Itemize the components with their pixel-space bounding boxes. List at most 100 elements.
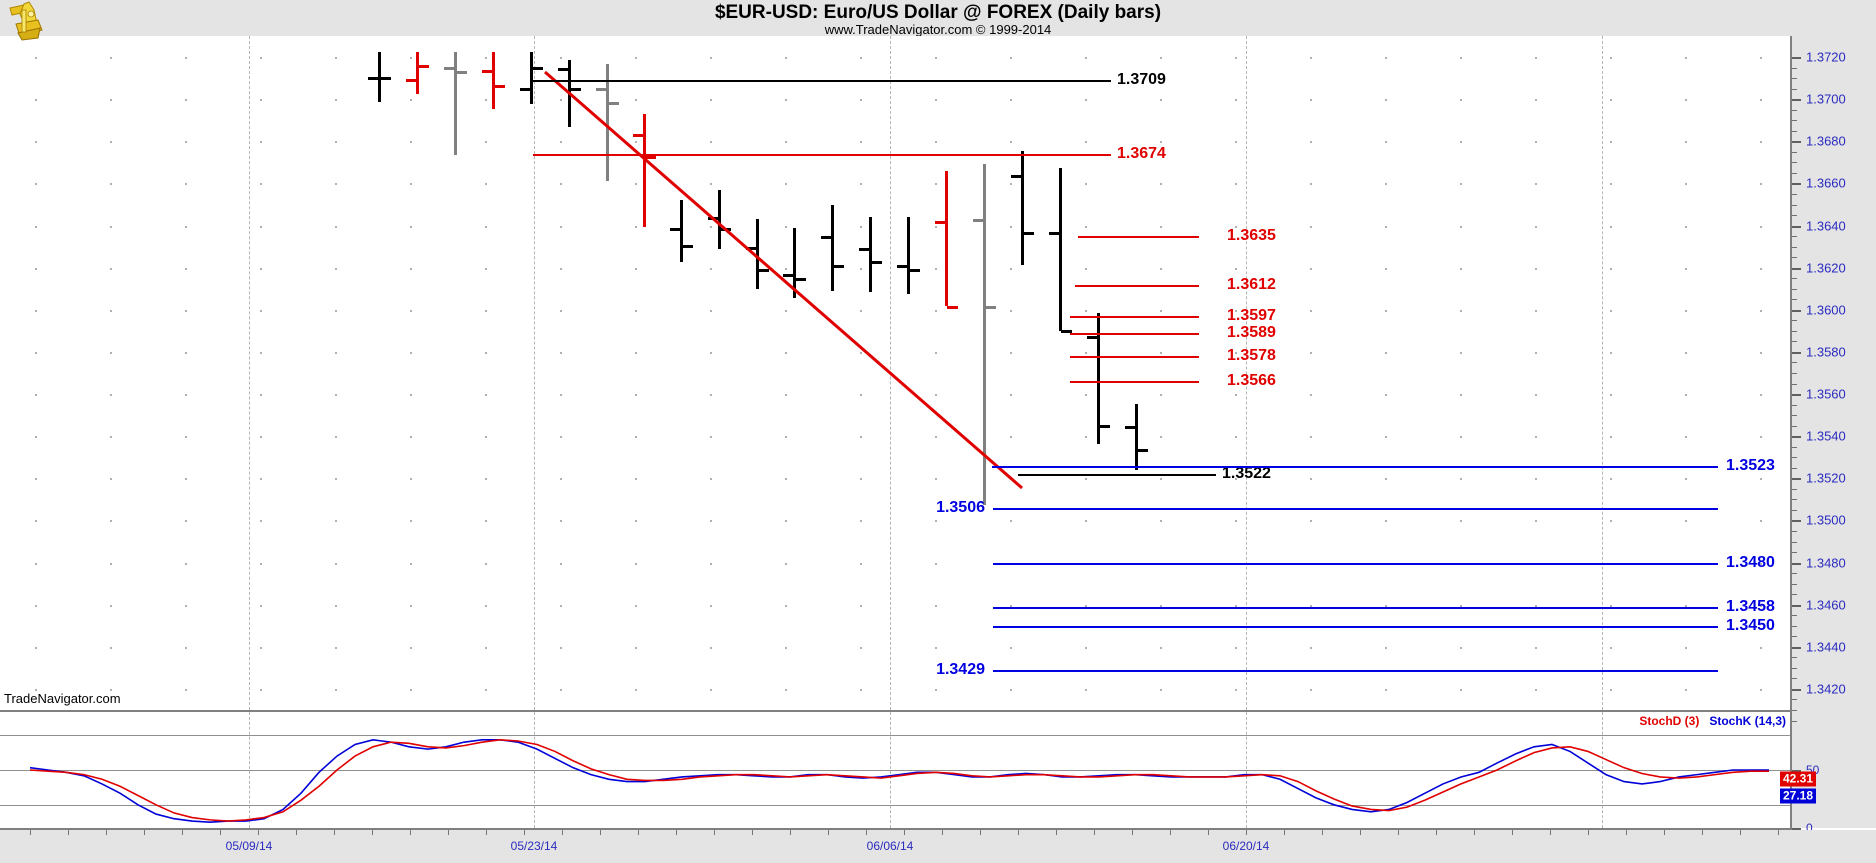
ohlc-bar-range — [530, 51, 533, 105]
level-line-resistance-1-3578[interactable] — [1070, 356, 1199, 359]
price-axis-minor-tick — [1792, 320, 1797, 322]
level-line-support-1-3429[interactable] — [993, 669, 1718, 672]
ohlc-bar-range — [869, 217, 872, 292]
ohlc-close-tick — [909, 268, 920, 272]
price-axis-minor-tick — [1792, 667, 1797, 669]
level-label-support-1-3429: 1.3429 — [936, 660, 985, 678]
level-line-support-1-3450[interactable] — [993, 625, 1718, 628]
price-axis-minor-tick — [1792, 488, 1797, 490]
date-axis-tick — [106, 830, 107, 835]
ohlc-open-tick — [1011, 175, 1022, 178]
price-axis-label: 1.3520 — [1806, 470, 1846, 486]
stochd-line — [29, 739, 1769, 822]
price-pane[interactable]: 1.3709 1.3674 1.3635 1.3612 1.3597 1.3589 1.35… — [0, 36, 1792, 712]
ohlc-bar-range — [983, 164, 986, 505]
price-axis-minor-tick — [1792, 120, 1797, 122]
grid-dot-row — [0, 520, 1792, 523]
ohlc-open-tick — [708, 217, 719, 221]
date-axis-tick — [524, 830, 525, 835]
grid-dot-row — [0, 99, 1792, 102]
date-axis-tick — [1740, 830, 1741, 835]
ohlc-close-tick — [1023, 231, 1034, 235]
grid-dot-row — [0, 478, 1792, 481]
grid-vline — [1602, 36, 1603, 710]
price-axis-minor-tick — [1792, 257, 1797, 259]
date-axis[interactable]: 05/09/14 05/23/14 06/06/14 06/20/14 — [0, 830, 1876, 863]
price-axis-minor-tick — [1792, 625, 1797, 627]
grid-vline — [890, 36, 891, 710]
ohlc-open-tick — [1125, 425, 1136, 429]
level-line-pivot-1-3709[interactable] — [532, 80, 1111, 83]
ohlc-open-tick — [1049, 231, 1060, 235]
price-axis-minor-tick — [1792, 373, 1797, 374]
price-axis-tick — [1792, 351, 1801, 354]
level-line-support-1-3458[interactable] — [993, 606, 1718, 609]
stoch-axis-label: 0 — [1806, 821, 1813, 835]
date-axis-label: 05/23/14 — [510, 839, 558, 853]
ohlc-open-tick — [633, 133, 644, 137]
price-axis[interactable]: 1.3720 1.3700 1.3680 1.3660 1.3640 1.3620 1.36… — [1790, 36, 1876, 835]
stoch-reference-line-50 — [0, 770, 1792, 771]
ohlc-close-tick — [494, 85, 505, 89]
level-line-support-1-3523[interactable] — [992, 465, 1718, 468]
level-line-resistance-1-3674[interactable] — [533, 153, 1111, 156]
price-axis-tick — [1792, 478, 1801, 481]
grid-vline — [1246, 36, 1247, 710]
level-line-resistance-1-3612[interactable] — [1075, 284, 1199, 287]
grid-dot-row — [0, 688, 1792, 691]
date-axis-tick — [1246, 830, 1247, 835]
stochastic-pane[interactable]: StochD (3) StochK (14,3) — [0, 712, 1792, 830]
price-axis-minor-tick — [1792, 383, 1797, 385]
date-axis-tick — [828, 830, 829, 835]
price-axis-tick — [1792, 141, 1801, 144]
price-axis-label: 1.3660 — [1806, 175, 1846, 191]
level-line-resistance-1-3566[interactable] — [1070, 381, 1199, 384]
date-axis-tick — [486, 830, 487, 835]
date-axis-tick — [144, 830, 145, 835]
date-axis-tick — [1550, 830, 1551, 835]
ohlc-open-tick — [482, 69, 493, 73]
date-axis-tick — [1626, 830, 1627, 835]
price-axis-minor-tick — [1792, 78, 1797, 80]
grid-dot-row — [0, 57, 1792, 60]
level-label-support-1-3480: 1.3480 — [1726, 553, 1775, 571]
level-line-support-1-3480[interactable] — [993, 562, 1718, 565]
header-band — [0, 0, 1876, 36]
date-axis-tick — [1094, 830, 1095, 835]
price-axis-minor-tick — [1792, 193, 1797, 195]
date-axis-tick — [904, 830, 905, 835]
date-axis-tick — [1360, 830, 1361, 835]
price-axis-label: 1.3640 — [1806, 218, 1846, 234]
date-axis-tick — [1056, 830, 1057, 835]
price-axis-minor-tick — [1792, 499, 1797, 501]
price-axis-tick — [1792, 436, 1801, 439]
level-label-resistance-1-3597: 1.3597 — [1227, 307, 1276, 325]
ohlc-close-tick — [1061, 329, 1072, 333]
price-axis-minor-tick — [1792, 699, 1797, 701]
ohlc-close-tick — [570, 87, 581, 91]
date-axis-tick — [714, 830, 715, 835]
ohlc-bar-range — [492, 51, 495, 109]
price-axis-minor-tick — [1792, 341, 1797, 343]
stochk-value-badge: 27.18 — [1779, 788, 1816, 804]
level-line-resistance-1-3589[interactable] — [1070, 332, 1199, 335]
level-line-resistance-1-3597[interactable] — [1070, 316, 1199, 319]
date-axis-tick — [182, 830, 183, 835]
date-axis-tick — [676, 830, 677, 835]
ohlc-open-tick — [406, 79, 417, 83]
ohlc-close-tick — [1099, 424, 1110, 428]
ohlc-bar-range — [945, 170, 948, 306]
grid-dot-row — [0, 436, 1792, 439]
ohlc-close-tick — [720, 227, 731, 231]
grid-vline — [249, 36, 250, 710]
ohlc-open-tick — [444, 66, 455, 70]
level-line-resistance-1-3635[interactable] — [1078, 236, 1199, 239]
level-line-support-1-3506[interactable] — [993, 507, 1718, 510]
price-axis-minor-tick — [1792, 109, 1797, 111]
price-axis-label: 1.3560 — [1806, 386, 1846, 402]
chart-subtitle: www.TradeNavigator.com © 1999-2014 — [824, 22, 1052, 37]
grid-dot-row — [0, 394, 1792, 397]
ohlc-close-tick — [758, 268, 769, 272]
date-axis-tick — [1018, 830, 1019, 835]
level-line-pivot-1-3522[interactable] — [1018, 474, 1216, 477]
